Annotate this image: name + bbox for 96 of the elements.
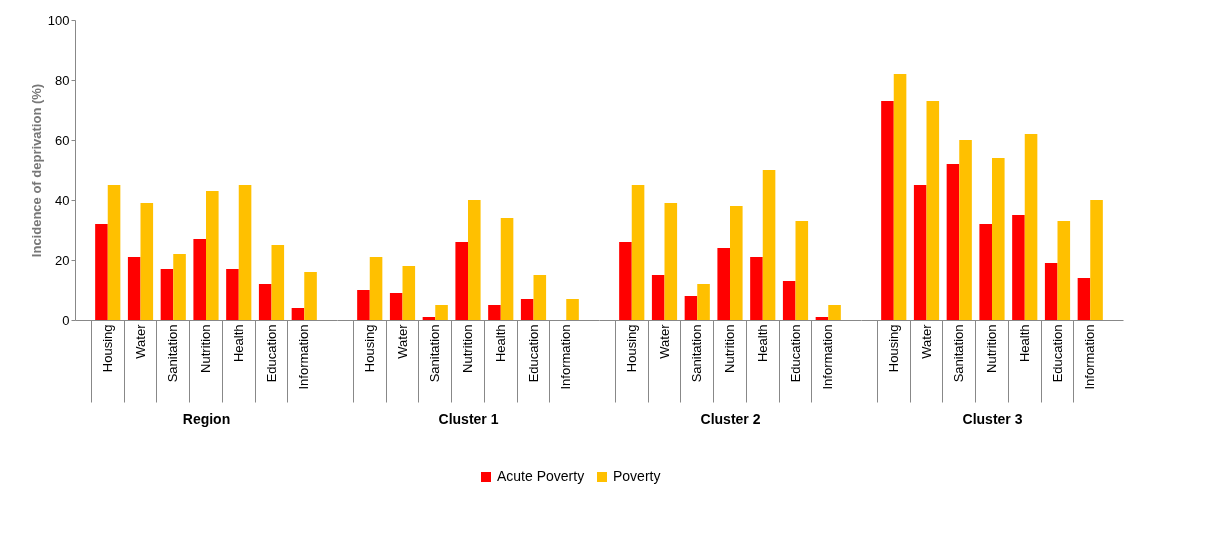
- bar: [782, 281, 796, 320]
- x-tick-label: Information: [820, 324, 836, 390]
- bar: [422, 317, 436, 320]
- bar: [651, 275, 665, 320]
- x-tick-label: Water: [656, 323, 672, 359]
- x-tick-label: Education: [1049, 324, 1065, 383]
- bar: [979, 224, 992, 320]
- y-tick-label: 0: [62, 312, 70, 328]
- bar: [389, 293, 403, 320]
- bar: [913, 185, 927, 320]
- bar: [95, 224, 108, 320]
- bar: [226, 269, 239, 320]
- bar: [1044, 263, 1058, 320]
- bar: [946, 164, 960, 320]
- x-tick-label: Health: [1016, 324, 1032, 363]
- bar: [500, 218, 514, 320]
- bar: [717, 248, 730, 320]
- bar: [520, 299, 534, 320]
- bar: [468, 200, 481, 320]
- x-tick-label: Information: [296, 324, 312, 390]
- bar: [455, 242, 468, 320]
- x-tick-label: Health: [230, 324, 246, 363]
- bar: [357, 290, 370, 320]
- x-tick-label: Sanitation: [689, 324, 705, 383]
- y-tick-label: 60: [55, 132, 70, 148]
- bar: [762, 170, 776, 320]
- bar: [664, 203, 678, 320]
- bar: [1090, 200, 1103, 320]
- bar: [160, 269, 174, 320]
- y-tick-label: 20: [55, 252, 70, 268]
- bar: [828, 305, 841, 320]
- x-tick-label: Housing: [99, 324, 115, 373]
- x-tick-label: Housing: [361, 324, 377, 373]
- bar: [750, 257, 763, 320]
- bar: [795, 221, 809, 320]
- x-axis-title: Cluster 3: [962, 411, 1023, 427]
- bar: [1012, 215, 1025, 320]
- bar: [193, 239, 206, 320]
- bar: [992, 158, 1005, 320]
- x-tick-label: Sanitation: [951, 324, 967, 383]
- x-tick-label: Nutrition: [722, 324, 737, 373]
- bar: [815, 317, 829, 320]
- bar: [304, 272, 317, 320]
- x-tick-label: Nutrition: [198, 324, 213, 373]
- bar: [435, 305, 448, 320]
- x-tick-label: Sanitation: [427, 324, 443, 383]
- legend-label: Acute Poverty: [497, 468, 585, 484]
- bar: [1024, 134, 1038, 320]
- bar: [684, 296, 698, 320]
- x-axis-title: Region: [182, 411, 231, 427]
- x-tick-label: Housing: [885, 324, 901, 373]
- x-tick-label: Education: [787, 324, 803, 383]
- x-tick-label: Information: [1082, 324, 1098, 390]
- x-axis-title: Cluster 2: [700, 411, 761, 427]
- bar: [533, 275, 547, 320]
- bar: [271, 245, 285, 320]
- x-tick-label: Nutrition: [984, 324, 999, 373]
- x-tick-label: Information: [558, 324, 574, 390]
- bar: [881, 101, 894, 320]
- bar: [206, 191, 219, 320]
- x-tick-label: Sanitation: [165, 324, 181, 383]
- bar: [619, 242, 632, 320]
- y-axis-title: Incidence of deprivation (%): [28, 83, 44, 258]
- x-tick-label: Health: [754, 324, 770, 363]
- y-tick-label: 80: [55, 72, 70, 88]
- bar: [926, 101, 940, 320]
- y-tick-label: 40: [55, 192, 70, 208]
- bar: [697, 284, 710, 320]
- x-tick-label: Health: [492, 324, 508, 363]
- bar: [107, 185, 121, 320]
- bar: [291, 308, 305, 320]
- bar: [959, 140, 972, 320]
- legend-label: Poverty: [613, 468, 661, 484]
- x-tick-label: Water: [394, 323, 410, 359]
- bar: [127, 257, 141, 320]
- bar: [369, 257, 383, 320]
- x-axis-title: Cluster 1: [438, 411, 499, 427]
- x-tick-label: Housing: [623, 324, 639, 373]
- x-tick-label: Water: [132, 323, 148, 359]
- bar: [173, 254, 186, 320]
- x-tick-label: Education: [525, 324, 541, 383]
- x-tick-label: Education: [263, 324, 279, 383]
- bar: [1077, 278, 1091, 320]
- bar: [631, 185, 645, 320]
- bar: [488, 305, 501, 320]
- bar: [140, 203, 154, 320]
- x-tick-label: Water: [918, 323, 934, 359]
- y-tick-label: 100: [47, 12, 70, 28]
- bar: [1057, 221, 1071, 320]
- bar: [258, 284, 272, 320]
- bar: [730, 206, 743, 320]
- bar: [402, 266, 416, 320]
- bar: [893, 74, 907, 320]
- x-tick-label: Nutrition: [460, 324, 475, 373]
- bar: [238, 185, 252, 320]
- bar: [566, 299, 579, 320]
